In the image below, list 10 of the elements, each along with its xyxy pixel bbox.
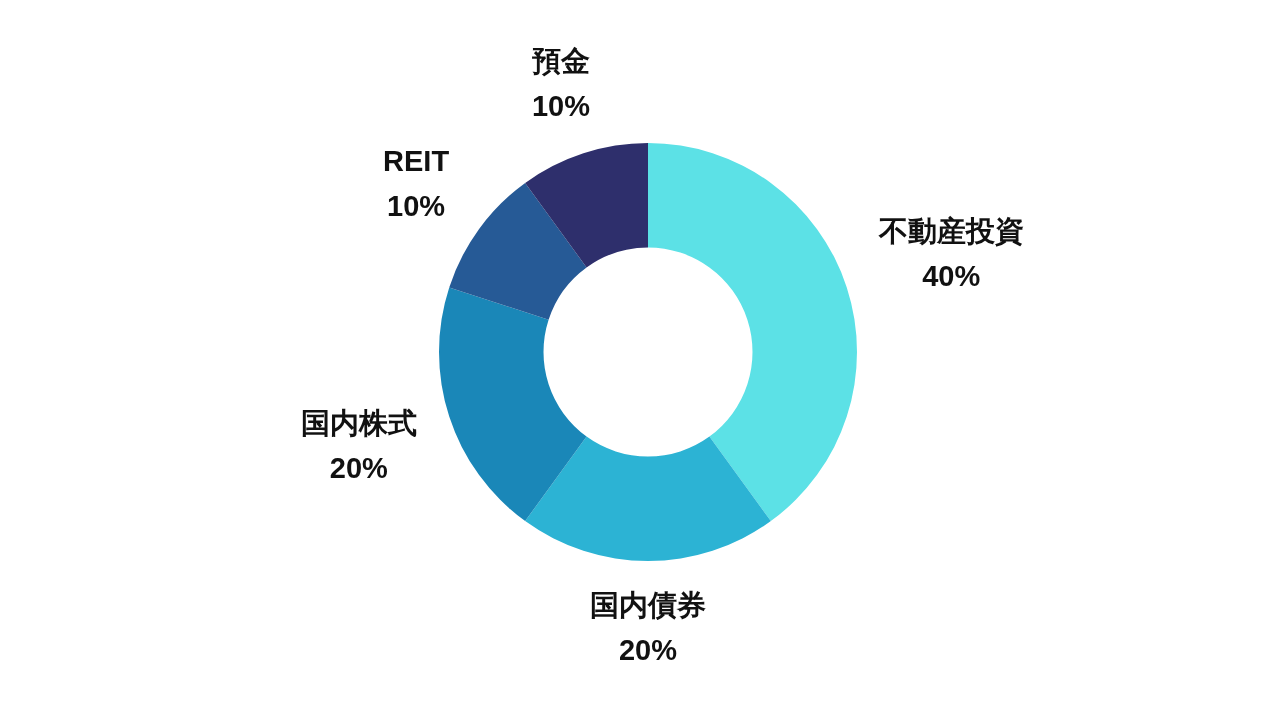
slice-label: 不動産投資	[877, 215, 1024, 248]
data-label: 20%	[329, 452, 389, 485]
slice-label: 国内株式	[300, 407, 417, 440]
data-label: 10%	[531, 89, 591, 122]
data-label: 40%	[922, 260, 981, 293]
data-label: 10%	[387, 190, 446, 223]
data-label: 20%	[618, 634, 678, 666]
slice-label: 預金	[531, 44, 590, 77]
slice-label: 国内債券	[590, 589, 706, 621]
slice-label: REIT	[383, 145, 450, 178]
